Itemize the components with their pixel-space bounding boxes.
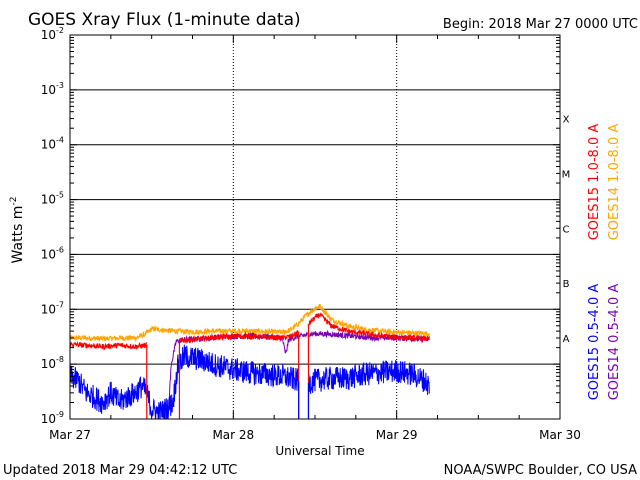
series-line [69,344,430,420]
axis-ticks [69,35,561,420]
series-line [69,312,430,351]
y-tick-label: 10-4 [41,136,64,152]
y-axis-label-group: Watts m-2 [9,197,26,264]
begin-date: Begin: 2018 Mar 27 0000 UTC [443,17,638,32]
y-tick-label: 10-8 [41,355,64,371]
chart-title: GOES Xray Flux (1-minute data) [28,10,301,30]
x-tick-label: Mar 27 [49,428,91,442]
series-lines [69,303,430,420]
x-tick-label: Mar 29 [376,428,418,442]
x-tick-label: Mar 30 [539,428,581,442]
legend-entry: GOES15 0.5-4.0 A [587,284,602,401]
y-tick-label: 10-2 [41,26,64,42]
y-tick-label: 10-3 [41,81,64,97]
legend-entry: GOES14 0.5-4.0 A [607,284,622,401]
flare-class-b: B [563,279,570,290]
x-tick-labels: Mar 27 Mar 28 Mar 29 Mar 30 [49,428,581,442]
legend-entry: GOES14 1.0-8.0 A [607,124,622,241]
source-credit: NOAA/SWPC Boulder, CO USA [444,463,637,478]
legend-entry: GOES15 1.0-8.0 A [587,124,602,241]
plot-frame [69,34,561,420]
y-tick-label: 10-9 [41,410,64,426]
flare-class-labels: X M C B A [562,115,571,345]
y-tick-label: 10-6 [41,245,64,261]
x-axis-label: Universal Time [275,444,364,458]
updated-timestamp: Updated 2018 Mar 29 04:42:12 UTC [3,463,237,478]
grid-lines [70,35,560,419]
flare-class-c: C [563,224,570,235]
y-tick-label: 10-7 [41,300,64,316]
y-tick-label: 10-5 [41,191,64,207]
y-tick-labels: 10-2 10-3 10-4 10-5 10-6 10-7 10-8 10-9 [41,26,64,426]
x-tick-label: Mar 28 [212,428,254,442]
flare-class-x: X [563,115,570,126]
flare-class-a: A [563,334,570,345]
series-line [69,303,430,343]
flare-class-m: M [562,169,571,180]
legend: GOES15 1.0-8.0 A GOES14 1.0-8.0 A GOES15 0… [587,124,622,401]
y-axis-label: Watts m-2 [9,197,26,264]
